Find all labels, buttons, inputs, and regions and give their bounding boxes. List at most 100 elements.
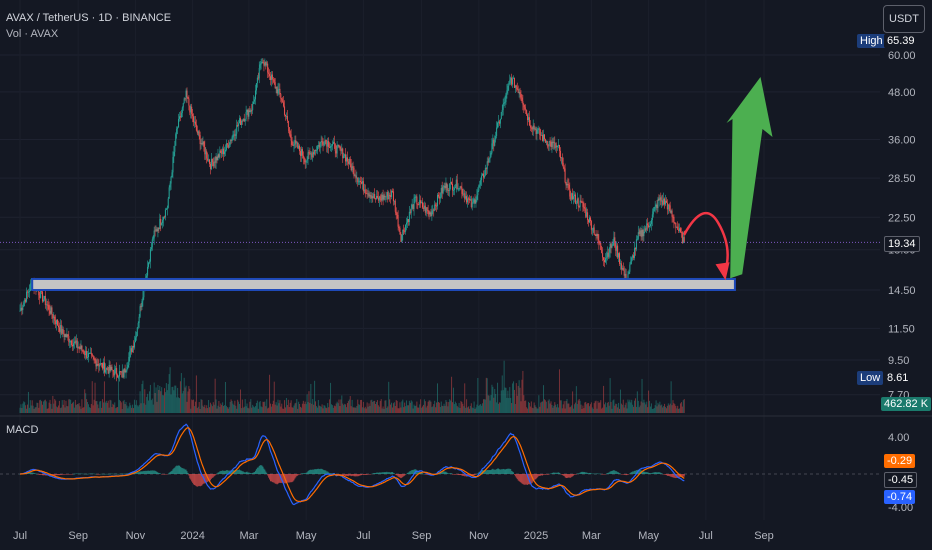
macd-histogram-bar <box>166 474 168 475</box>
candle-body <box>204 146 206 155</box>
candle-body <box>642 229 644 237</box>
candle-body <box>683 237 685 243</box>
volume-bar <box>591 407 593 413</box>
macd-histogram-bar <box>366 474 368 475</box>
volume-bar <box>114 402 116 413</box>
macd-histogram-bar <box>666 474 668 476</box>
volume-bar <box>496 402 498 413</box>
candle-body <box>268 72 270 74</box>
candle-body <box>581 201 583 203</box>
candle-body <box>437 194 439 207</box>
macd-histogram-bar <box>359 474 361 476</box>
candle-body <box>27 291 29 293</box>
volume-bar <box>551 404 553 413</box>
macd-histogram-bar <box>343 474 345 476</box>
macd-histogram-bar <box>618 472 620 474</box>
macd-histogram-bar <box>624 474 626 475</box>
macd-histogram-bar <box>627 474 629 475</box>
volume-bar <box>28 407 30 413</box>
macd-histogram-bar <box>40 474 42 475</box>
macd-histogram-bar <box>662 473 664 475</box>
volume-bar <box>544 400 546 413</box>
macd-histogram-bar <box>679 474 681 478</box>
macd-histogram-bar <box>452 474 454 475</box>
candle-body <box>213 161 215 167</box>
candle-body <box>428 211 430 215</box>
volume-bar <box>520 401 522 413</box>
macd-histogram-bar <box>247 472 249 474</box>
price-axis[interactable]: 60.0048.0036.0028.5022.5018.5014.5011.50… <box>888 50 916 402</box>
macd-histogram-bar <box>376 472 378 474</box>
candle-body <box>376 196 378 199</box>
volume-bar <box>426 405 428 413</box>
volume-bar <box>534 405 536 413</box>
candle-body <box>368 193 370 197</box>
macd-histogram-bar <box>548 474 550 475</box>
candle-body <box>209 163 211 170</box>
macd-histogram-bar <box>543 474 545 475</box>
candle-body <box>154 230 156 232</box>
candle-body <box>84 353 86 356</box>
volume-bar <box>488 395 490 413</box>
volume-bar <box>78 403 80 413</box>
volume-bar <box>295 402 297 413</box>
candle-body <box>629 264 631 272</box>
volume-bar <box>270 403 272 413</box>
candle-body <box>314 149 316 155</box>
volume-bar <box>631 399 633 413</box>
macd-histogram-bar <box>588 472 590 474</box>
macd-histogram-bar <box>224 470 226 474</box>
currency-button[interactable]: USDT <box>883 5 925 33</box>
time-axis[interactable]: Jul Sep Nov 2024 Mar May Jul Sep Nov 2025 Mar May Ju… <box>13 530 774 542</box>
macd-histogram-bar <box>156 471 158 474</box>
macd-histogram-bar <box>358 474 360 477</box>
volume-bar <box>573 404 575 413</box>
macd-histogram-bar <box>365 474 367 475</box>
macd-histogram-bar <box>55 474 57 476</box>
macd-histogram-bar <box>177 465 179 474</box>
volume-bar <box>478 405 480 413</box>
green-up-arrow[interactable] <box>726 77 773 279</box>
candle-body <box>304 159 306 163</box>
candle-body <box>88 353 90 354</box>
candle-body <box>681 232 683 244</box>
macd-histogram-bar <box>664 474 666 475</box>
volume-bar <box>232 403 234 413</box>
macd-histogram-bar <box>318 469 320 474</box>
macd-histogram-bar <box>461 474 463 476</box>
volume-bar <box>224 381 226 413</box>
macd-histogram-bar <box>217 472 219 474</box>
candle-body <box>287 120 289 128</box>
macd-histogram-bar <box>392 472 394 474</box>
candle-body <box>126 367 128 371</box>
macd-histogram-bar <box>160 473 162 475</box>
macd-histogram-bar <box>575 474 577 475</box>
symbol-title[interactable]: AVAX / TetherUS · 1D · BINANCE <box>6 12 172 24</box>
volume-bar <box>173 390 175 413</box>
time-tick-label: 2024 <box>180 530 204 542</box>
volume-bar <box>620 403 622 413</box>
macd-histogram-bar <box>376 472 378 474</box>
volume-bar <box>376 401 378 413</box>
volume-bar <box>100 401 102 413</box>
volume-bar <box>233 405 235 413</box>
macd-histogram-bar <box>601 474 603 475</box>
macd-histogram-bar <box>199 474 201 487</box>
volume-bar <box>651 408 653 413</box>
candle-body <box>463 193 465 195</box>
candle-body <box>565 182 567 186</box>
red-down-arrow[interactable] <box>683 211 729 271</box>
candle-body <box>553 142 555 144</box>
candle-body <box>489 156 491 159</box>
macd-histogram-bar <box>670 474 672 477</box>
support-zone[interactable] <box>31 277 736 291</box>
candle-body <box>571 193 573 200</box>
candle-body <box>471 202 473 208</box>
volume-bar <box>628 401 630 413</box>
macd-histogram-bar <box>421 473 423 474</box>
macd-histogram-bar <box>500 469 502 474</box>
macd-histogram-bar <box>184 469 186 474</box>
macd-histogram-bar <box>622 474 624 475</box>
macd-histogram-bar <box>191 474 193 482</box>
